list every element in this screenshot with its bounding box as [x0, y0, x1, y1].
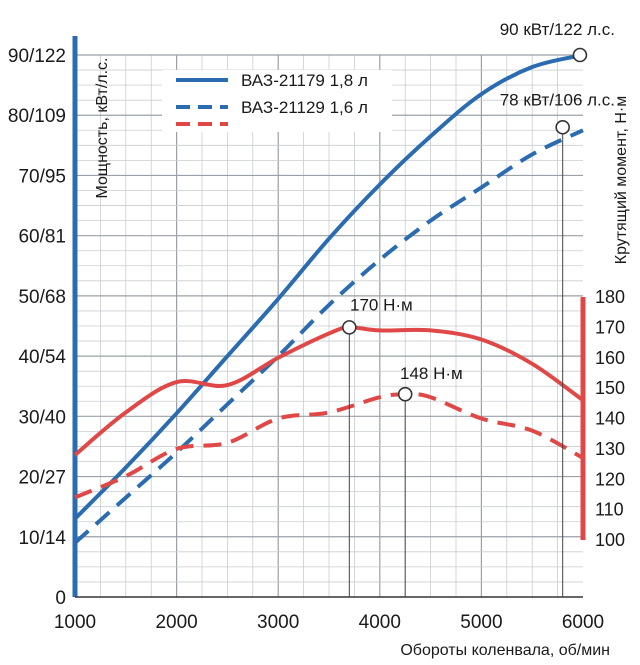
y-right-tick-label: 170: [595, 317, 625, 337]
y-right-tick-label: 150: [595, 378, 625, 398]
tick-labels: 0 10/14 20/27 30/40 40/54 50/68 60/81 70/95 80/1…: [8, 46, 625, 633]
axes: [72, 36, 586, 598]
series-lines: [73, 53, 585, 545]
y-right-tick-label: 110: [595, 500, 624, 520]
series-line-torque-21179: [73, 325, 585, 457]
grid: [75, 54, 583, 597]
x-tick-label: 1000: [54, 612, 96, 633]
series-line-power-21179: [73, 53, 584, 521]
y-left-tick-label: 50/68: [18, 287, 66, 308]
annotations: 90 кВт/122 л.с. 78 кВт/106 л.с. 170 Н·м 148…: [342, 20, 615, 597]
y-left-tick-label: 10/14: [18, 528, 66, 549]
annotation-marker: [342, 320, 357, 335]
annotation-label: 78 кВт/106 л.с.: [500, 90, 615, 109]
y-right-tick-label: 160: [595, 348, 625, 368]
annotation-label: 170 Н·м: [350, 295, 413, 314]
y-right-tick-label: 130: [595, 439, 625, 459]
y-right-tick-label: 180: [595, 287, 625, 307]
legend: ВАЗ-21179 1,8 л ВАЗ-21129 1,6 л: [162, 70, 392, 132]
annotation-marker: [572, 47, 588, 63]
y-right-tick-label: 120: [595, 469, 625, 489]
y-left-tick-label: 90/122: [8, 46, 66, 67]
annotation-marker: [397, 386, 413, 402]
x-tick-label: 3000: [257, 612, 299, 633]
series-line-power-21129: [73, 128, 584, 545]
y-right-tick-label: 140: [595, 409, 625, 429]
y-left-axis-title: Мощность, кВт/л.с.: [94, 58, 111, 199]
legend-label-21179: ВАЗ-21179 1,8 л: [241, 71, 368, 90]
legend-label-21129: ВАЗ-21129 1,6 л: [241, 98, 368, 117]
y-left-tick-label: 70/95: [18, 166, 66, 187]
x-tick-label: 5000: [460, 612, 502, 633]
y-left-tick-label: 80/109: [8, 106, 66, 127]
annotation-label: 90 кВт/122 л.с.: [500, 20, 615, 39]
y-right-tick-label: 100: [595, 530, 625, 550]
x-tick-label: 2000: [155, 612, 197, 633]
y-left-tick-label: 0: [55, 588, 66, 609]
annotation-marker: [555, 119, 570, 135]
x-tick-label: 4000: [359, 612, 401, 633]
series-line-torque-21129: [74, 392, 584, 500]
y-left-tick-label: 30/40: [18, 407, 66, 428]
annotation-label: 148 Н·м: [400, 364, 463, 383]
x-axis-title: Обороты коленвала, об/мин: [400, 642, 610, 659]
y-right-axis-title: Крутящий момент, Н·м: [613, 96, 630, 264]
y-left-tick-label: 40/54: [18, 347, 66, 368]
x-tick-label: 6000: [562, 612, 604, 633]
y-left-tick-label: 60/81: [18, 227, 66, 248]
y-left-tick-label: 20/27: [18, 468, 66, 489]
